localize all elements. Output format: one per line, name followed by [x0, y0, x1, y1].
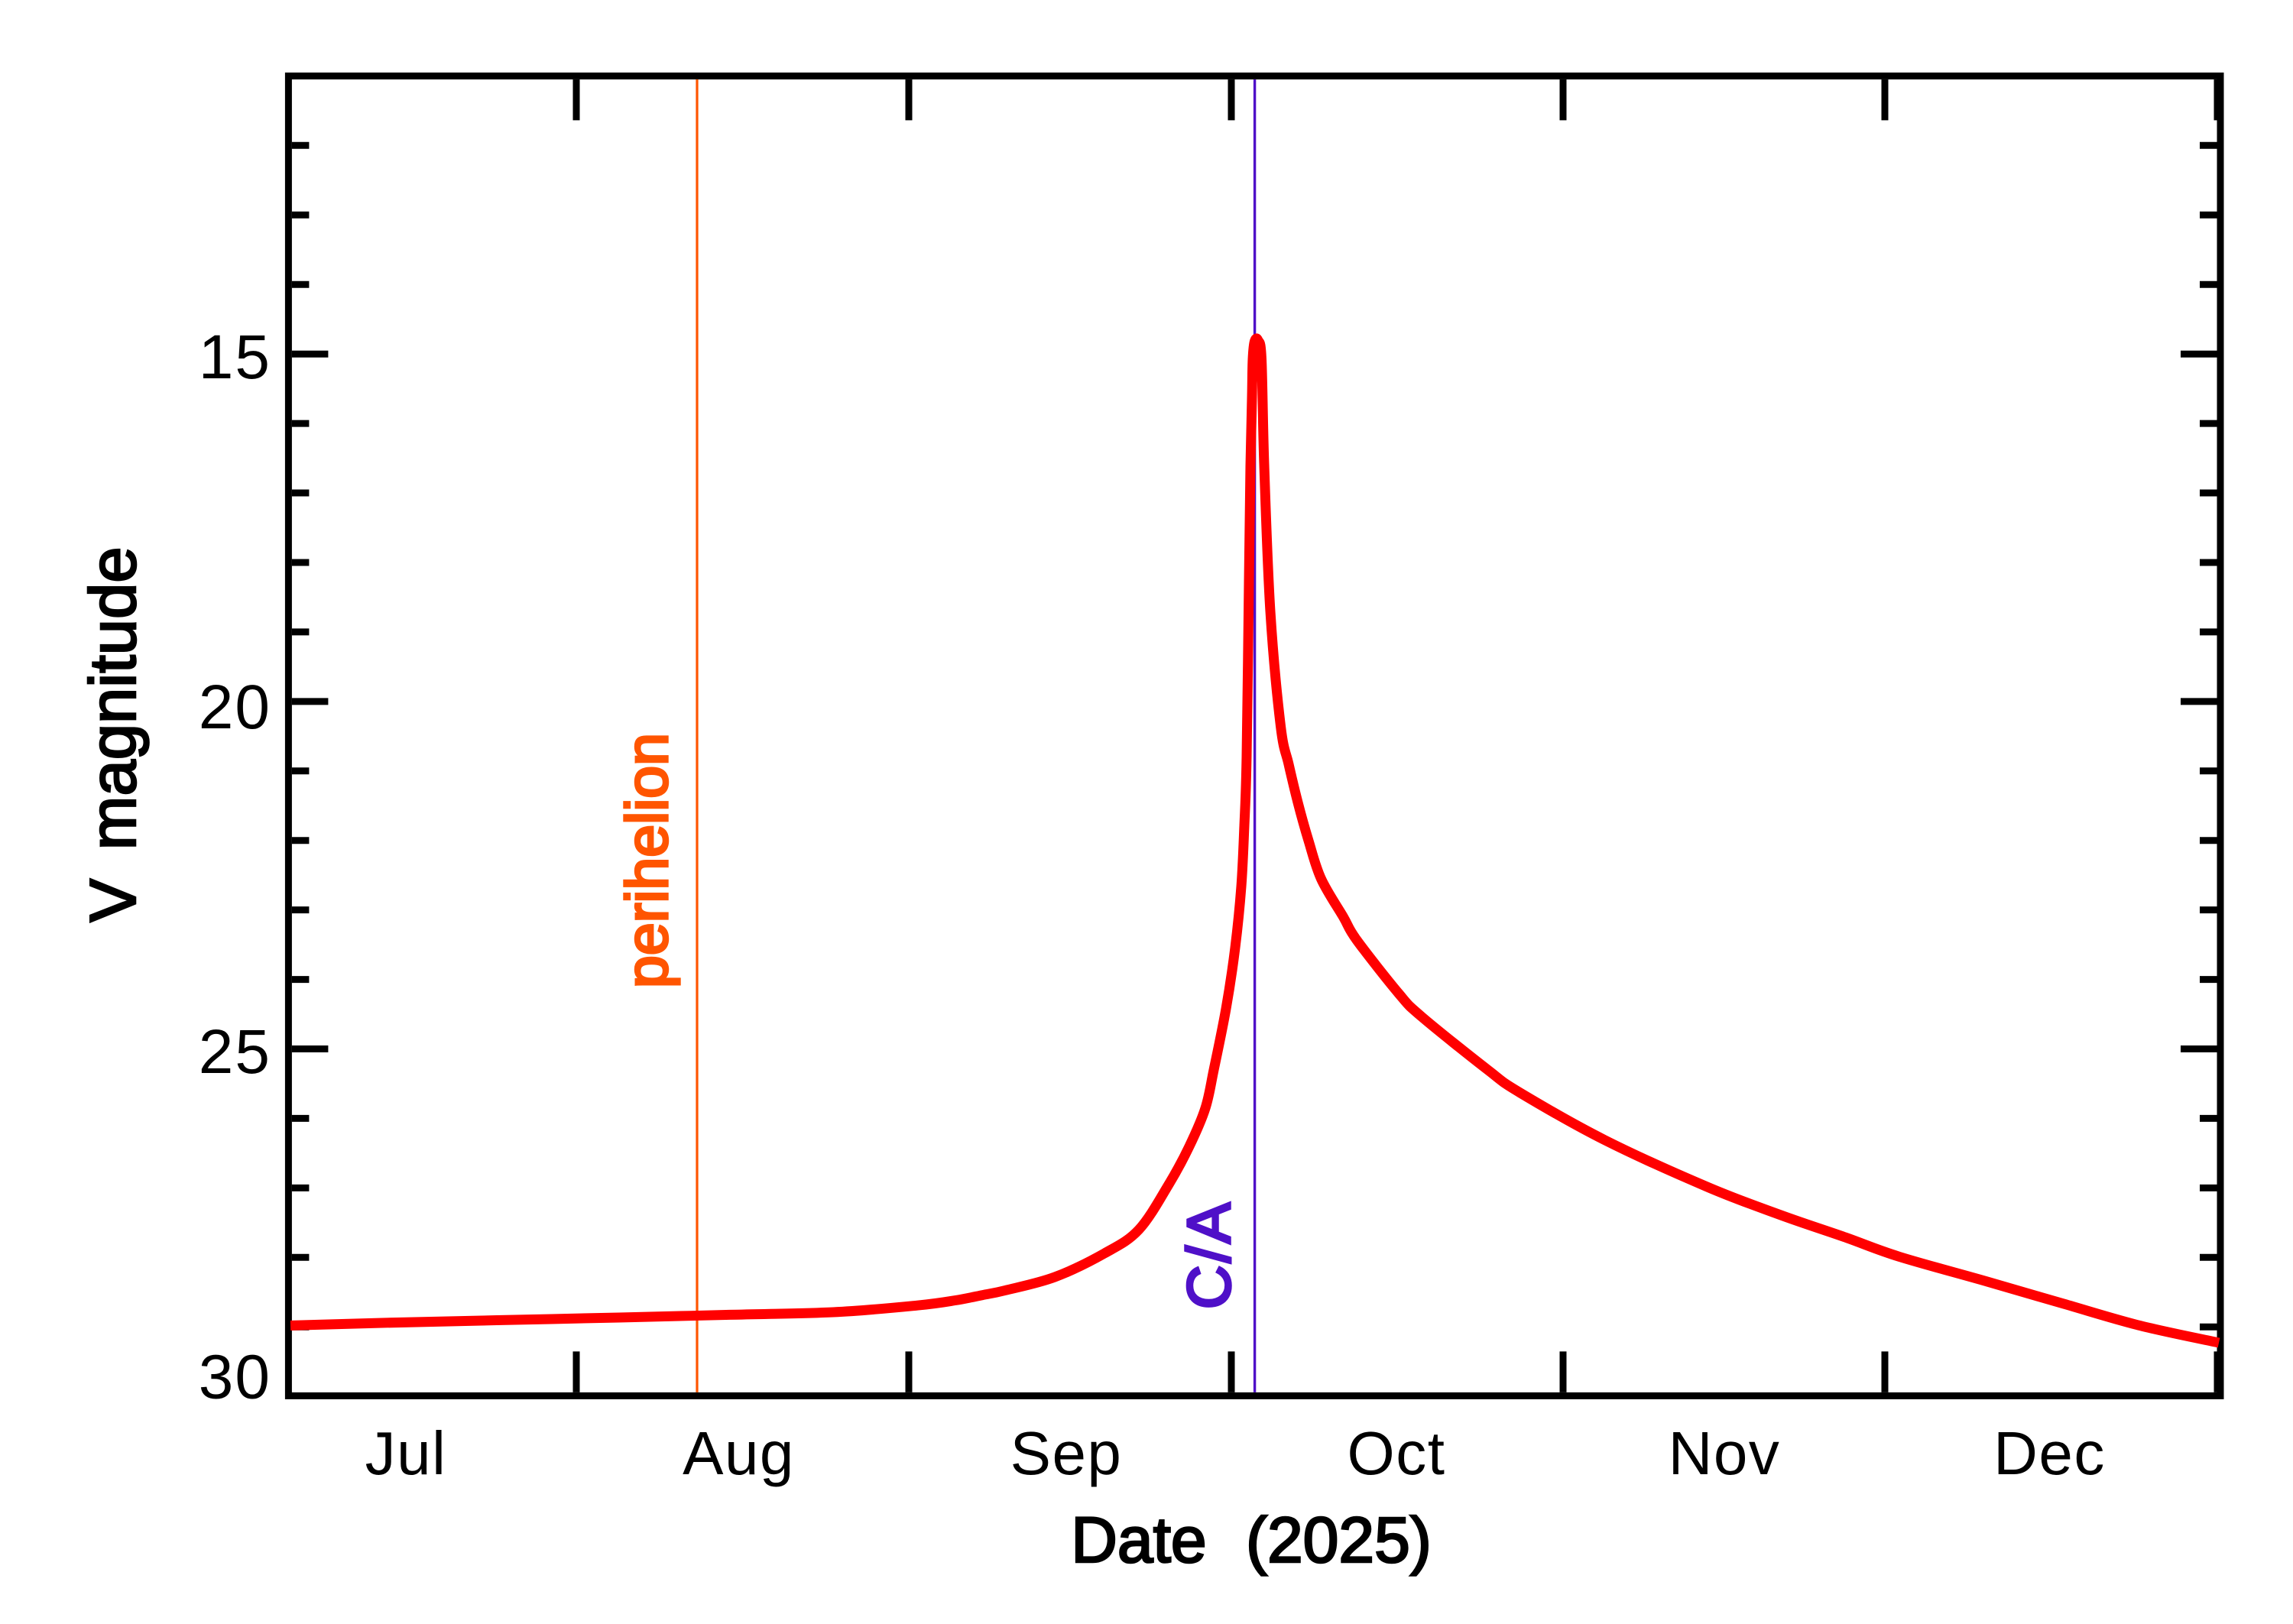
svg-text:V magnitude: V magnitude	[77, 546, 150, 922]
svg-text:perihelion: perihelion	[615, 733, 680, 988]
svg-text:Jul: Jul	[365, 1419, 447, 1487]
svg-text:Dec: Dec	[1993, 1419, 2106, 1487]
svg-text:C/A: C/A	[1175, 1201, 1243, 1309]
svg-text:Oct: Oct	[1348, 1419, 1446, 1487]
svg-text:25: 25	[199, 1017, 271, 1087]
svg-text:20: 20	[199, 673, 271, 742]
svg-text:Aug: Aug	[683, 1419, 795, 1487]
svg-text:Date (2025): Date (2025)	[1071, 1504, 1432, 1576]
svg-text:15: 15	[199, 323, 271, 392]
svg-text:Nov: Nov	[1669, 1419, 1781, 1487]
svg-text:30: 30	[199, 1343, 271, 1412]
svg-text:Sep: Sep	[1010, 1419, 1123, 1487]
